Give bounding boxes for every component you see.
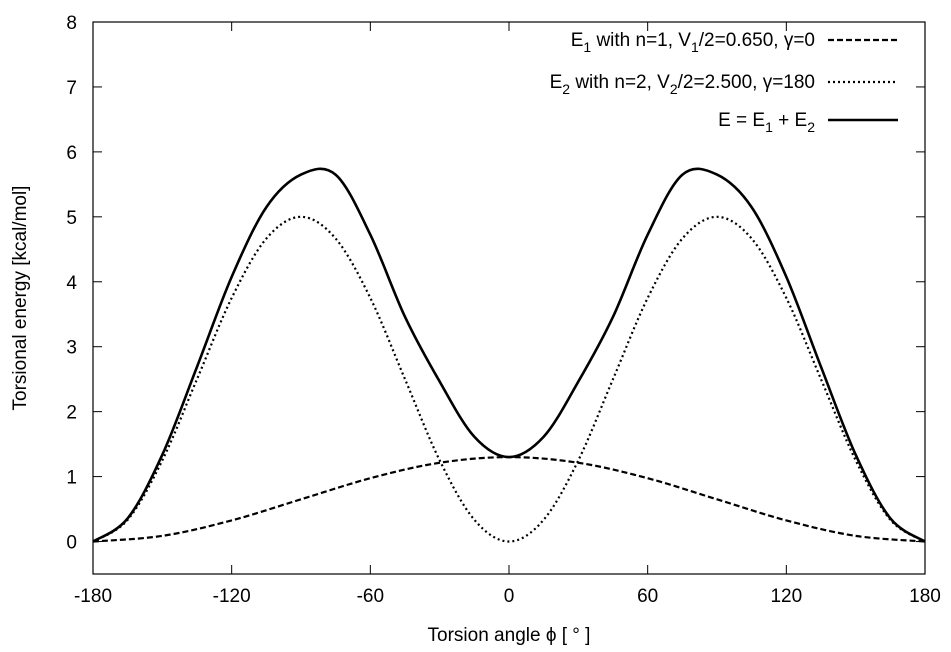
y-tick-label: 3: [66, 338, 77, 359]
series-layer: [92, 167, 926, 543]
y-tick-label: 6: [66, 143, 77, 164]
plot-frame: [92, 21, 926, 575]
x-axis-label: Torsion angle ϕ [ ° ]: [428, 625, 591, 646]
legend-entry-e1: E1 with n=1, V1/2=0.650, γ=0: [571, 30, 898, 55]
x-tick-label: 60: [637, 586, 658, 607]
legend-label: E2 with n=2, V2/2=2.500, γ=180: [550, 72, 815, 97]
x-tick-label: 120: [770, 586, 802, 607]
x-tick-label: 180: [909, 586, 941, 607]
y-axis-label: Torsional energy [kcal/mol]: [10, 186, 31, 411]
y-tick-label: 5: [66, 208, 77, 229]
series-e1-line: [92, 456, 926, 543]
series-total-line: [92, 167, 926, 543]
y-tick-label: 7: [66, 78, 77, 99]
y-tick-label: 4: [66, 273, 77, 294]
x-tick-label: -120: [213, 586, 251, 607]
legend-entry-total: E = E1 + E2: [718, 110, 898, 135]
legend-label: E = E1 + E2: [718, 110, 815, 135]
y-tick-label: 8: [66, 13, 77, 34]
x-tick-label: 0: [504, 586, 515, 607]
y-tick-label: 0: [66, 533, 77, 554]
x-tick-label: -60: [357, 586, 384, 607]
legend-label: E1 with n=1, V1/2=0.650, γ=0: [571, 30, 815, 55]
axis-ticks: -180 -120 -60 0 60 120 180 0 1 2 3 4 5 6 7 8: [66, 13, 940, 607]
legend: E1 with n=1, V1/2=0.650, γ=0 E2 with n=2,…: [550, 30, 898, 135]
series-e2-line: [92, 215, 926, 543]
y-tick-label: 2: [66, 403, 77, 424]
y-tick-label: 1: [66, 468, 77, 489]
legend-entry-e2: E2 with n=2, V2/2=2.500, γ=180: [550, 72, 898, 97]
x-tick-label: -180: [74, 586, 112, 607]
